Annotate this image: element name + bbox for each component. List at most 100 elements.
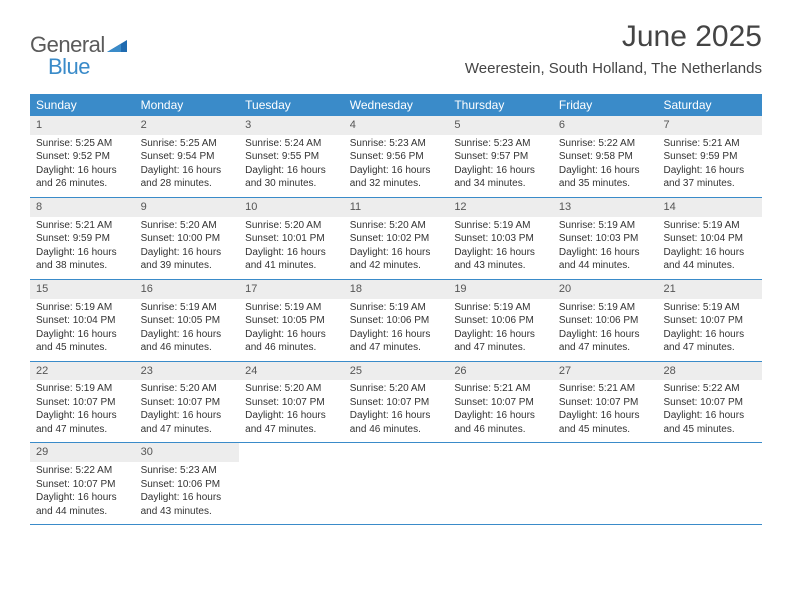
sunrise-text: Sunrise: 5:21 AM [454, 382, 547, 396]
day-number: 24 [239, 362, 344, 381]
sunset-text: Sunset: 10:07 PM [350, 396, 443, 410]
sunset-text: Sunset: 10:02 PM [350, 232, 443, 246]
day-body: Sunrise: 5:19 AMSunset: 10:04 PMDaylight… [30, 299, 135, 361]
sunrise-text: Sunrise: 5:19 AM [36, 382, 129, 396]
day-cell [344, 443, 449, 524]
sunset-text: Sunset: 9:54 PM [141, 150, 234, 164]
sunrise-text: Sunrise: 5:21 AM [559, 382, 652, 396]
sunrise-text: Sunrise: 5:21 AM [36, 219, 129, 233]
sunset-text: Sunset: 10:07 PM [245, 396, 338, 410]
day-header-row: Sunday Monday Tuesday Wednesday Thursday… [30, 94, 762, 116]
day-number: 28 [657, 362, 762, 381]
day-body: Sunrise: 5:19 AMSunset: 10:07 PMDaylight… [657, 299, 762, 361]
sunset-text: Sunset: 9:52 PM [36, 150, 129, 164]
day-body: Sunrise: 5:22 AMSunset: 9:58 PMDaylight:… [553, 135, 658, 197]
day-cell: 21Sunrise: 5:19 AMSunset: 10:07 PMDaylig… [657, 280, 762, 361]
day-number: 3 [239, 116, 344, 135]
sunrise-text: Sunrise: 5:19 AM [454, 219, 547, 233]
day-cell: 23Sunrise: 5:20 AMSunset: 10:07 PMDaylig… [135, 362, 240, 443]
sunset-text: Sunset: 10:07 PM [36, 396, 129, 410]
day-body: Sunrise: 5:22 AMSunset: 10:07 PMDaylight… [657, 380, 762, 442]
sunset-text: Sunset: 10:04 PM [36, 314, 129, 328]
day-number: 18 [344, 280, 449, 299]
sunset-text: Sunset: 10:07 PM [36, 478, 129, 492]
daylight-text: Daylight: 16 hours and 44 minutes. [36, 491, 129, 518]
logo: General Blue [30, 32, 127, 80]
day-header-sun: Sunday [30, 94, 135, 116]
daylight-text: Daylight: 16 hours and 47 minutes. [559, 328, 652, 355]
sunrise-text: Sunrise: 5:19 AM [559, 219, 652, 233]
daylight-text: Daylight: 16 hours and 38 minutes. [36, 246, 129, 273]
sunset-text: Sunset: 10:07 PM [454, 396, 547, 410]
sunset-text: Sunset: 10:06 PM [350, 314, 443, 328]
day-body: Sunrise: 5:19 AMSunset: 10:03 PMDaylight… [448, 217, 553, 279]
day-cell: 12Sunrise: 5:19 AMSunset: 10:03 PMDaylig… [448, 198, 553, 279]
sunset-text: Sunset: 10:05 PM [141, 314, 234, 328]
sunset-text: Sunset: 10:07 PM [559, 396, 652, 410]
day-number: 15 [30, 280, 135, 299]
sunrise-text: Sunrise: 5:24 AM [245, 137, 338, 151]
week-row: 22Sunrise: 5:19 AMSunset: 10:07 PMDaylig… [30, 362, 762, 444]
daylight-text: Daylight: 16 hours and 34 minutes. [454, 164, 547, 191]
day-body: Sunrise: 5:20 AMSunset: 10:01 PMDaylight… [239, 217, 344, 279]
calendar: Sunday Monday Tuesday Wednesday Thursday… [30, 94, 762, 525]
daylight-text: Daylight: 16 hours and 42 minutes. [350, 246, 443, 273]
day-cell: 5Sunrise: 5:23 AMSunset: 9:57 PMDaylight… [448, 116, 553, 197]
week-row: 1Sunrise: 5:25 AMSunset: 9:52 PMDaylight… [30, 116, 762, 198]
sunset-text: Sunset: 10:04 PM [663, 232, 756, 246]
week-row: 8Sunrise: 5:21 AMSunset: 9:59 PMDaylight… [30, 198, 762, 280]
daylight-text: Daylight: 16 hours and 44 minutes. [663, 246, 756, 273]
day-number: 12 [448, 198, 553, 217]
sunrise-text: Sunrise: 5:19 AM [559, 301, 652, 315]
day-cell: 10Sunrise: 5:20 AMSunset: 10:01 PMDaylig… [239, 198, 344, 279]
sunset-text: Sunset: 9:58 PM [559, 150, 652, 164]
sunrise-text: Sunrise: 5:20 AM [350, 382, 443, 396]
day-body: Sunrise: 5:19 AMSunset: 10:04 PMDaylight… [657, 217, 762, 279]
sunrise-text: Sunrise: 5:20 AM [245, 382, 338, 396]
daylight-text: Daylight: 16 hours and 37 minutes. [663, 164, 756, 191]
day-number: 21 [657, 280, 762, 299]
daylight-text: Daylight: 16 hours and 47 minutes. [663, 328, 756, 355]
day-cell: 16Sunrise: 5:19 AMSunset: 10:05 PMDaylig… [135, 280, 240, 361]
day-cell [239, 443, 344, 524]
daylight-text: Daylight: 16 hours and 45 minutes. [559, 409, 652, 436]
day-body: Sunrise: 5:23 AMSunset: 10:06 PMDaylight… [135, 462, 240, 524]
sunset-text: Sunset: 9:59 PM [36, 232, 129, 246]
day-cell: 9Sunrise: 5:20 AMSunset: 10:00 PMDayligh… [135, 198, 240, 279]
daylight-text: Daylight: 16 hours and 43 minutes. [141, 491, 234, 518]
day-number: 1 [30, 116, 135, 135]
daylight-text: Daylight: 16 hours and 47 minutes. [350, 328, 443, 355]
day-body: Sunrise: 5:20 AMSunset: 10:07 PMDaylight… [344, 380, 449, 442]
day-body: Sunrise: 5:19 AMSunset: 10:06 PMDaylight… [344, 299, 449, 361]
day-cell: 26Sunrise: 5:21 AMSunset: 10:07 PMDaylig… [448, 362, 553, 443]
sunrise-text: Sunrise: 5:22 AM [663, 382, 756, 396]
day-cell: 29Sunrise: 5:22 AMSunset: 10:07 PMDaylig… [30, 443, 135, 524]
day-body: Sunrise: 5:25 AMSunset: 9:52 PMDaylight:… [30, 135, 135, 197]
day-body: Sunrise: 5:19 AMSunset: 10:05 PMDaylight… [135, 299, 240, 361]
day-body: Sunrise: 5:22 AMSunset: 10:07 PMDaylight… [30, 462, 135, 524]
day-body: Sunrise: 5:23 AMSunset: 9:56 PMDaylight:… [344, 135, 449, 197]
day-number: 9 [135, 198, 240, 217]
sunrise-text: Sunrise: 5:20 AM [245, 219, 338, 233]
sunrise-text: Sunrise: 5:25 AM [36, 137, 129, 151]
week-row: 29Sunrise: 5:22 AMSunset: 10:07 PMDaylig… [30, 443, 762, 525]
weeks-container: 1Sunrise: 5:25 AMSunset: 9:52 PMDaylight… [30, 116, 762, 525]
day-number: 16 [135, 280, 240, 299]
day-cell: 28Sunrise: 5:22 AMSunset: 10:07 PMDaylig… [657, 362, 762, 443]
sunrise-text: Sunrise: 5:23 AM [454, 137, 547, 151]
daylight-text: Daylight: 16 hours and 47 minutes. [454, 328, 547, 355]
day-cell: 6Sunrise: 5:22 AMSunset: 9:58 PMDaylight… [553, 116, 658, 197]
daylight-text: Daylight: 16 hours and 47 minutes. [141, 409, 234, 436]
daylight-text: Daylight: 16 hours and 28 minutes. [141, 164, 234, 191]
sunrise-text: Sunrise: 5:19 AM [663, 301, 756, 315]
day-body: Sunrise: 5:19 AMSunset: 10:07 PMDaylight… [30, 380, 135, 442]
header: General Blue June 2025 Weerestein, South… [30, 20, 762, 88]
day-cell: 14Sunrise: 5:19 AMSunset: 10:04 PMDaylig… [657, 198, 762, 279]
daylight-text: Daylight: 16 hours and 35 minutes. [559, 164, 652, 191]
day-cell: 1Sunrise: 5:25 AMSunset: 9:52 PMDaylight… [30, 116, 135, 197]
daylight-text: Daylight: 16 hours and 47 minutes. [245, 409, 338, 436]
day-cell [553, 443, 658, 524]
day-number: 23 [135, 362, 240, 381]
sunrise-text: Sunrise: 5:19 AM [663, 219, 756, 233]
day-body: Sunrise: 5:20 AMSunset: 10:00 PMDaylight… [135, 217, 240, 279]
